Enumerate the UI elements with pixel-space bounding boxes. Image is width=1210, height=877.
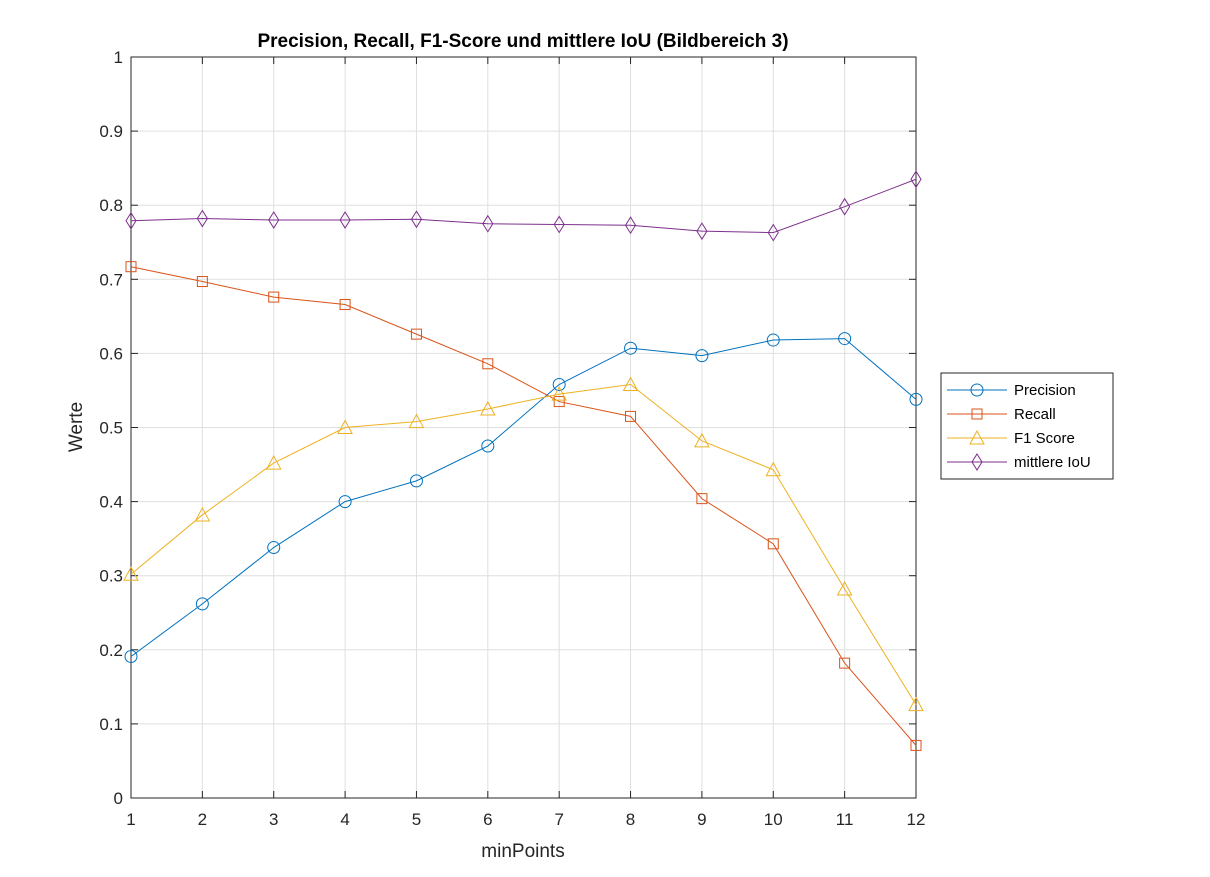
legend: Precision Recall F1 Score mittlere IoU xyxy=(940,372,1114,480)
series-recall xyxy=(125,261,922,751)
data-point-recall xyxy=(125,261,137,273)
series-line-mittlere-iou xyxy=(130,178,917,234)
data-point-f1-score xyxy=(765,461,782,477)
data-point-recall xyxy=(339,298,351,310)
legend-item-precision: Precision xyxy=(947,382,1076,399)
data-point-f1-score xyxy=(337,419,353,434)
data-point-f1-score xyxy=(194,506,211,522)
data-point-f1-score xyxy=(694,432,710,448)
legend-item-mittlere-iou: mittlere IoU xyxy=(947,453,1091,471)
data-point-mittlere-iou xyxy=(339,211,351,229)
y-tick-label: 0 xyxy=(114,789,123,808)
data-point-mittlere-iou xyxy=(839,197,851,216)
data-point-recall xyxy=(625,410,637,422)
legend-item-recall: Recall xyxy=(947,406,1056,423)
series-line-f1-score xyxy=(130,383,917,705)
legend-marker-precision xyxy=(970,383,984,397)
x-axis-label: minPoints xyxy=(481,841,564,862)
series-precision xyxy=(124,332,923,663)
data-point-mittlere-iou xyxy=(410,210,423,229)
x-tick-label: 5 xyxy=(412,810,421,829)
data-point-mittlere-iou xyxy=(624,216,637,235)
y-tick-label: 0.8 xyxy=(99,196,123,215)
data-point-recall xyxy=(696,493,708,505)
data-point-f1-score xyxy=(408,413,425,429)
data-point-precision xyxy=(195,597,209,611)
y-tick-label: 0.4 xyxy=(99,493,123,512)
data-point-mittlere-iou xyxy=(125,211,137,230)
data-point-precision xyxy=(124,649,138,663)
legend-box xyxy=(940,372,1114,480)
legend-marker-mittlere-iou xyxy=(971,453,983,471)
data-point-f1-score xyxy=(123,566,139,581)
x-tick-label: 10 xyxy=(764,810,783,829)
data-point-f1-score xyxy=(265,455,282,470)
data-point-recall xyxy=(196,276,208,288)
data-point-recall xyxy=(410,328,422,340)
x-tick-label: 11 xyxy=(836,810,854,829)
legend-label-mittlere-iou: mittlere IoU xyxy=(1014,454,1091,471)
data-point-precision xyxy=(695,349,709,363)
y-tick-label: 0.3 xyxy=(99,567,123,586)
data-point-mittlere-iou xyxy=(910,170,922,189)
data-point-recall xyxy=(268,291,280,303)
series-mittlere-iou xyxy=(125,170,922,242)
data-point-recall xyxy=(767,538,779,550)
x-tick-label: 12 xyxy=(907,810,926,829)
y-tick-label: 0.2 xyxy=(99,641,123,660)
data-point-mittlere-iou xyxy=(553,215,565,234)
legend-label-recall: Recall xyxy=(1014,406,1056,423)
data-point-mittlere-iou xyxy=(696,222,708,241)
data-point-f1-score xyxy=(479,400,496,416)
legend-marker-f1-score xyxy=(969,429,985,445)
x-tick-label: 9 xyxy=(697,810,706,829)
data-point-precision xyxy=(838,332,852,346)
data-point-precision xyxy=(552,378,566,392)
y-tick-label: 0.9 xyxy=(99,122,123,141)
series-f1-score xyxy=(123,376,924,712)
x-tick-label: 3 xyxy=(269,810,278,829)
data-point-f1-score xyxy=(622,376,639,392)
series-line-precision xyxy=(130,338,917,657)
legend-label-f1-score: F1 Score xyxy=(1014,430,1075,447)
data-point-mittlere-iou xyxy=(268,211,280,229)
legend-marker-recall xyxy=(971,408,983,420)
chart-title: Precision, Recall, F1-Score und mittlere… xyxy=(257,31,788,52)
data-point-precision xyxy=(338,495,352,509)
data-point-precision xyxy=(766,333,780,347)
legend-item-f1-score: F1 Score xyxy=(947,429,1075,447)
x-tick-label: 4 xyxy=(340,810,349,829)
x-tick-label: 7 xyxy=(554,810,563,829)
series-line-recall xyxy=(130,266,917,746)
data-point-mittlere-iou xyxy=(482,214,494,233)
data-point-precision xyxy=(909,392,923,406)
data-point-recall xyxy=(482,358,494,370)
y-tick-label: 0.6 xyxy=(99,344,123,363)
data-point-f1-score xyxy=(551,386,568,401)
y-axis-label: Werte xyxy=(66,402,87,452)
legend-label-precision: Precision xyxy=(1014,382,1076,399)
data-point-precision xyxy=(409,474,423,488)
data-point-f1-score xyxy=(836,580,853,596)
series-group xyxy=(123,170,924,751)
x-tick-label: 2 xyxy=(198,810,207,829)
axis-ticks: 1 2 3 4 5 6 7 8 9 10 11 1200.10.20.30.40.50.60.70.8… xyxy=(99,48,925,829)
y-tick-label: 0.1 xyxy=(99,715,123,734)
data-point-recall xyxy=(553,396,565,408)
data-point-recall xyxy=(839,657,851,669)
data-point-precision xyxy=(624,341,638,355)
y-tick-label: 0.7 xyxy=(99,270,123,289)
x-tick-label: 6 xyxy=(483,810,492,829)
data-point-precision xyxy=(481,439,495,453)
y-tick-label: 0.5 xyxy=(99,419,123,438)
data-point-f1-score xyxy=(908,696,924,712)
y-tick-label: 1 xyxy=(114,48,123,67)
data-point-precision xyxy=(267,541,281,555)
x-tick-label: 8 xyxy=(626,810,635,829)
data-point-mittlere-iou xyxy=(196,209,208,228)
data-point-mittlere-iou xyxy=(767,223,779,242)
data-point-recall xyxy=(910,739,922,751)
x-tick-label: 1 xyxy=(126,810,135,829)
